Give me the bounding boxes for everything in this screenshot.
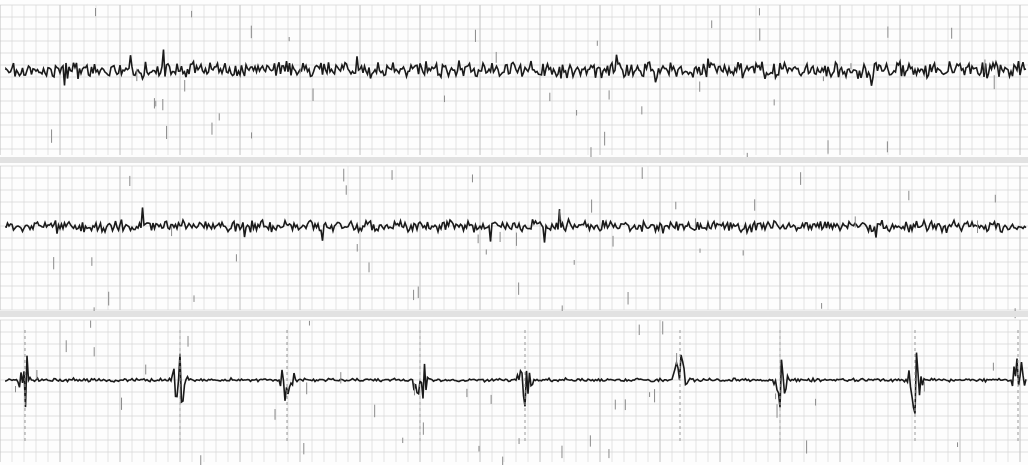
traces [5,8,1027,465]
grid-major [0,166,1021,310]
grids [0,4,1028,462]
grid-major [0,320,1021,462]
trace [5,352,1027,414]
trace [5,49,1027,86]
trace [5,207,1027,243]
grid-major [0,5,1021,155]
